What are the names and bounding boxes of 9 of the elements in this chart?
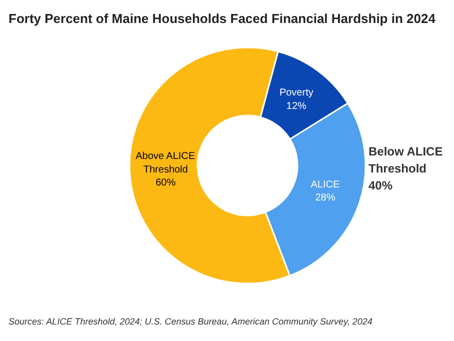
slice-label: ALICE: [310, 180, 340, 191]
source-note: Sources: ALICE Threshold, 2024; U.S. Census Bureau, American Community Survey, 2024: [8, 316, 372, 326]
slice-label: Poverty: [279, 88, 314, 99]
data-label: 12%: [286, 100, 307, 112]
chart-title: Forty Percent of Maine Households Faced Financial Hardship in 2024: [8, 11, 436, 26]
data-label: 60%: [156, 177, 176, 188]
slice-label: Above ALICE Threshold: [136, 151, 196, 176]
text: Below ALICE Threshold 40%: [368, 144, 443, 192]
data-label: 28%: [315, 192, 336, 204]
